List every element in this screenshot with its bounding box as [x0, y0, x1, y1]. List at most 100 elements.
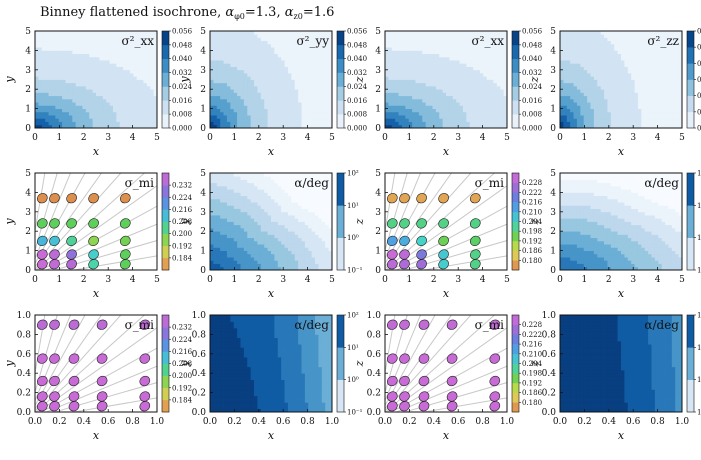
field-cell	[446, 66, 450, 71]
field-cell	[213, 40, 218, 45]
field-cell	[38, 50, 43, 55]
field-cell	[658, 76, 663, 80]
field-cell	[328, 121, 332, 126]
field-cell	[614, 50, 619, 55]
field-cell	[92, 69, 97, 74]
field-cell	[634, 115, 639, 119]
field-cell	[496, 111, 501, 116]
field-cell	[476, 95, 481, 100]
field-cell	[597, 121, 602, 126]
field-cell	[573, 85, 578, 90]
field-cell	[237, 66, 241, 71]
field-cell	[563, 95, 568, 100]
field-cell	[637, 56, 642, 61]
field-cell	[126, 85, 131, 90]
field-cell	[456, 56, 460, 61]
field-cell	[607, 92, 612, 97]
field-cell	[456, 82, 460, 87]
field-cell	[311, 34, 316, 38]
field-cell	[277, 102, 282, 106]
field-cell	[243, 208, 248, 213]
field-cell	[237, 173, 241, 177]
field-cell	[112, 95, 117, 100]
field-cell	[500, 31, 505, 35]
field-cell	[116, 124, 121, 128]
field-cell	[315, 69, 319, 74]
field-cell	[250, 102, 255, 106]
field-cell	[576, 89, 581, 93]
field-cell	[318, 50, 323, 55]
field-cell	[79, 89, 83, 93]
field-cell	[38, 105, 43, 109]
field-cell	[661, 56, 666, 61]
field-cell	[233, 185, 238, 190]
field-cell	[476, 53, 481, 58]
field-cell	[385, 47, 389, 51]
field-cell	[422, 102, 427, 106]
field-cell	[210, 192, 214, 197]
field-cell	[321, 40, 326, 45]
field-cell	[678, 111, 682, 116]
field-cell	[617, 115, 622, 119]
field-cell	[405, 102, 410, 106]
field-cell	[106, 73, 110, 77]
field-cell	[106, 34, 110, 38]
field-cell	[304, 40, 309, 45]
field-cell	[570, 73, 574, 77]
field-cell	[281, 95, 285, 100]
field-cell	[408, 82, 413, 87]
field-cell	[617, 63, 622, 67]
field-cell	[590, 85, 595, 90]
data-point	[66, 235, 77, 247]
field-cell	[267, 66, 272, 71]
field-cell	[576, 118, 581, 122]
field-cell	[610, 124, 615, 128]
field-cell	[617, 124, 622, 128]
field-cell	[85, 60, 90, 64]
field-cell	[587, 40, 591, 45]
field-cell	[415, 56, 420, 61]
field-cell	[631, 85, 635, 90]
field-cell	[264, 56, 269, 61]
field-cell	[112, 85, 117, 90]
y-tick-label: 4	[375, 46, 381, 56]
field-cell	[560, 31, 564, 35]
field-cell	[385, 82, 389, 87]
field-cell	[55, 66, 60, 71]
field-cell	[418, 50, 423, 55]
field-cell	[432, 40, 437, 45]
field-cell	[119, 85, 124, 90]
field-cell	[233, 63, 238, 67]
field-cell	[573, 111, 578, 116]
y-tick-label: 0	[375, 124, 381, 134]
field-cell	[597, 60, 602, 64]
field-cell	[610, 105, 615, 109]
field-cell	[247, 250, 252, 255]
field-cell	[85, 31, 90, 35]
field-cell	[274, 63, 279, 67]
field-cell	[493, 50, 498, 55]
field-cell	[486, 63, 491, 67]
field-cell	[476, 111, 481, 116]
field-cell	[496, 102, 501, 106]
field-cell	[55, 92, 60, 97]
field-cell	[123, 105, 127, 109]
field-cell	[593, 124, 598, 128]
field-cell	[422, 89, 427, 93]
field-cell	[89, 108, 94, 113]
field-cell	[213, 182, 218, 187]
field-cell	[566, 102, 571, 106]
field-cell	[267, 63, 272, 67]
field-cell	[243, 221, 248, 226]
field-cell	[654, 56, 659, 61]
field-cell	[267, 98, 272, 103]
field-cell	[243, 31, 248, 35]
field-cell	[607, 76, 612, 80]
colorbar-tick-label: 0.000	[697, 125, 701, 133]
field-cell	[213, 85, 218, 90]
field-cell	[298, 43, 302, 48]
field-cell	[291, 124, 296, 128]
field-cell	[318, 102, 323, 106]
field-cell	[466, 85, 471, 90]
